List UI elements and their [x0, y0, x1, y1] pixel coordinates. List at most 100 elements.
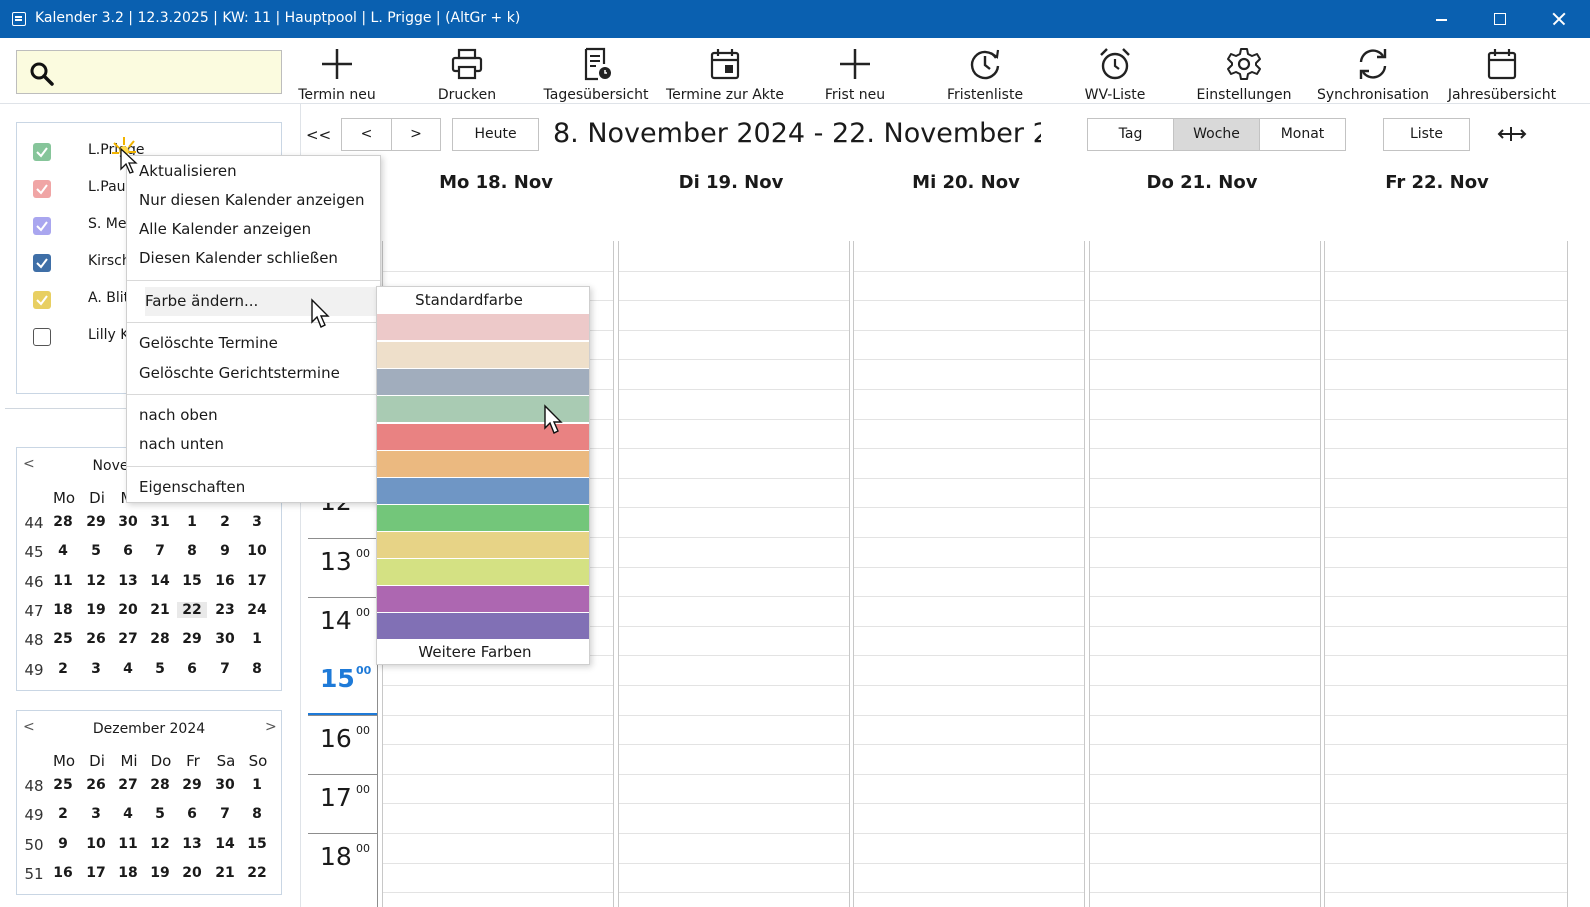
mini-day[interactable]: 2 [58, 660, 68, 677]
mini-day[interactable]: 4 [123, 660, 133, 677]
color-swatch[interactable] [377, 369, 589, 395]
mini-day[interactable]: 3 [252, 514, 262, 530]
mini-day[interactable]: 14 [150, 572, 170, 589]
mini-day[interactable]: 29 [86, 514, 106, 530]
close-button[interactable] [1529, 0, 1590, 38]
mini-day[interactable]: 1 [252, 777, 262, 793]
mini-day[interactable]: 4 [123, 806, 133, 823]
menu-item-eigenschaften[interactable]: Eigenschaften [139, 478, 246, 496]
mini-day[interactable]: 8 [187, 543, 197, 560]
fristenliste-button[interactable]: Fristenliste [940, 42, 1030, 103]
mini-next-button[interactable]: > [265, 719, 277, 735]
color-swatch[interactable] [377, 451, 589, 477]
mini-day[interactable]: 4 [58, 543, 68, 560]
day-column[interactable] [618, 241, 850, 907]
menu-item-nur-diesen-kalender[interactable]: Nur diesen Kalender anzeigen [139, 191, 365, 209]
mini-prev-button[interactable]: < [23, 719, 35, 735]
color-swatch[interactable] [377, 342, 589, 368]
view-week-button[interactable]: Woche [1173, 118, 1260, 151]
checkbox-ablitz[interactable] [33, 291, 51, 309]
mini-day[interactable]: 11 [118, 835, 138, 852]
mini-day[interactable]: 3 [91, 660, 101, 677]
menu-item-aktualisieren[interactable]: Aktualisieren [139, 162, 237, 180]
day-column[interactable] [1089, 241, 1321, 907]
checkbox-lillykitam[interactable] [33, 328, 51, 346]
mini-day[interactable]: 15 [247, 835, 267, 852]
more-colors-item[interactable]: Weitere Farben [418, 643, 532, 661]
day-column[interactable] [1324, 241, 1568, 907]
mini-day[interactable]: 16 [215, 572, 235, 589]
mini-day[interactable]: 17 [86, 864, 106, 881]
mini-day[interactable]: 30 [215, 777, 235, 793]
mini-day[interactable]: 16 [53, 864, 73, 881]
mini-day[interactable]: 18 [53, 601, 73, 618]
color-swatch[interactable] [377, 613, 589, 639]
menu-item-alle-kalender[interactable]: Alle Kalender anzeigen [139, 220, 312, 238]
mini-day[interactable]: 7 [155, 543, 165, 560]
mini-day[interactable]: 22 [177, 601, 207, 618]
mini-day[interactable]: 25 [53, 631, 73, 648]
mini-day[interactable]: 1 [187, 514, 197, 530]
mini-day[interactable]: 5 [91, 543, 101, 560]
checkbox-lpaul[interactable] [33, 180, 51, 198]
mini-day[interactable]: 29 [182, 631, 202, 648]
menu-item-geloeschte-termine[interactable]: Gelöschte Termine [139, 334, 278, 352]
mini-day[interactable]: 18 [118, 864, 138, 881]
mini-day[interactable]: 13 [118, 572, 138, 589]
mini-day[interactable]: 27 [118, 777, 138, 793]
mini-day[interactable]: 10 [247, 543, 267, 560]
color-swatch[interactable] [377, 314, 589, 340]
search-box[interactable] [16, 50, 282, 94]
mini-day[interactable]: 1 [252, 631, 262, 648]
mini-day[interactable]: 14 [215, 835, 235, 852]
mini-day[interactable]: 11 [53, 572, 73, 589]
mini-day[interactable]: 19 [150, 864, 170, 881]
mini-day[interactable]: 31 [150, 514, 170, 530]
mini-day[interactable]: 28 [150, 777, 170, 793]
drucken-button[interactable]: Drucken [426, 42, 508, 103]
standard-color-item[interactable]: Standardfarbe [415, 291, 523, 309]
mini-day[interactable]: 12 [150, 835, 170, 852]
mini-day[interactable]: 13 [182, 835, 202, 852]
mini-day[interactable]: 10 [86, 835, 106, 852]
mini-day[interactable]: 26 [86, 631, 106, 648]
mini-day[interactable]: 7 [220, 806, 230, 823]
menu-item-farbe-aendern[interactable]: Farbe ändern... [145, 287, 379, 316]
mini-day[interactable]: 6 [187, 806, 197, 823]
menu-item-kalender-schliessen[interactable]: Diesen Kalender schließen [139, 249, 338, 267]
mini-day[interactable]: 28 [150, 631, 170, 648]
checkbox-smeier[interactable] [33, 217, 51, 235]
view-month-button[interactable]: Monat [1259, 118, 1346, 151]
synchronisation-button[interactable]: Synchronisation [1316, 42, 1430, 103]
mini-day[interactable]: 27 [118, 631, 138, 648]
wv-liste-button[interactable]: WV-Liste [1074, 42, 1156, 103]
mini-day[interactable]: 20 [182, 864, 202, 881]
mini-day[interactable]: 12 [86, 572, 106, 589]
mini-day[interactable]: 29 [182, 777, 202, 793]
mini-day[interactable]: 21 [150, 601, 170, 618]
color-swatch[interactable] [377, 532, 589, 558]
view-day-button[interactable]: Tag [1087, 118, 1174, 151]
mini-day[interactable]: 5 [155, 806, 165, 823]
day-column[interactable] [853, 241, 1085, 907]
mini-day[interactable]: 9 [220, 543, 230, 560]
today-button[interactable]: Heute [452, 118, 539, 151]
color-swatch[interactable] [377, 478, 589, 504]
mini-day[interactable]: 2 [58, 806, 68, 823]
mini-day[interactable]: 23 [215, 601, 235, 618]
mini-day[interactable]: 15 [182, 572, 202, 589]
mini-day[interactable]: 20 [118, 601, 138, 618]
color-swatch[interactable] [377, 505, 589, 531]
mini-day[interactable]: 25 [53, 777, 73, 793]
prev-button[interactable]: < [341, 118, 392, 151]
mini-day[interactable]: 21 [215, 864, 235, 881]
maximize-button[interactable] [1471, 0, 1529, 38]
mini-prev-button[interactable]: < [23, 456, 35, 472]
jahresuebersicht-button[interactable]: Jahresübersicht [1444, 42, 1560, 103]
search-input[interactable] [61, 59, 271, 85]
mini-day[interactable]: 7 [220, 660, 230, 677]
einstellungen-button[interactable]: Einstellungen [1194, 42, 1294, 103]
mini-day[interactable]: 5 [155, 660, 165, 677]
termine-zur-akte-button[interactable]: Termine zur Akte [664, 42, 786, 103]
menu-item-nach-oben[interactable]: nach oben [139, 406, 218, 424]
